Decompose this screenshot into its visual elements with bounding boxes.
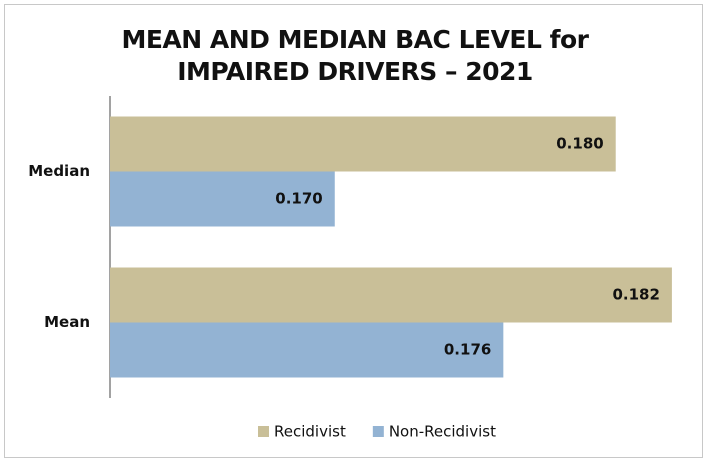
- chart-title: MEAN AND MEDIAN BAC LEVEL for IMPAIRED D…: [121, 25, 589, 86]
- bar: [110, 171, 335, 227]
- value-label: 0.182: [612, 286, 659, 304]
- category-label: Median: [28, 162, 90, 180]
- legend-label: Non-Recidivist: [389, 423, 496, 441]
- category-label: Mean: [44, 313, 90, 331]
- bar: [110, 267, 672, 323]
- value-label: 0.170: [275, 190, 322, 208]
- value-label: 0.180: [556, 135, 603, 153]
- bar: [110, 322, 504, 378]
- bar: [110, 116, 616, 172]
- legend-label: Recidivist: [274, 423, 346, 441]
- chart-frame: [4, 4, 703, 458]
- legend-swatch: [372, 426, 384, 437]
- value-label: 0.176: [444, 341, 491, 359]
- legend-swatch: [258, 426, 269, 437]
